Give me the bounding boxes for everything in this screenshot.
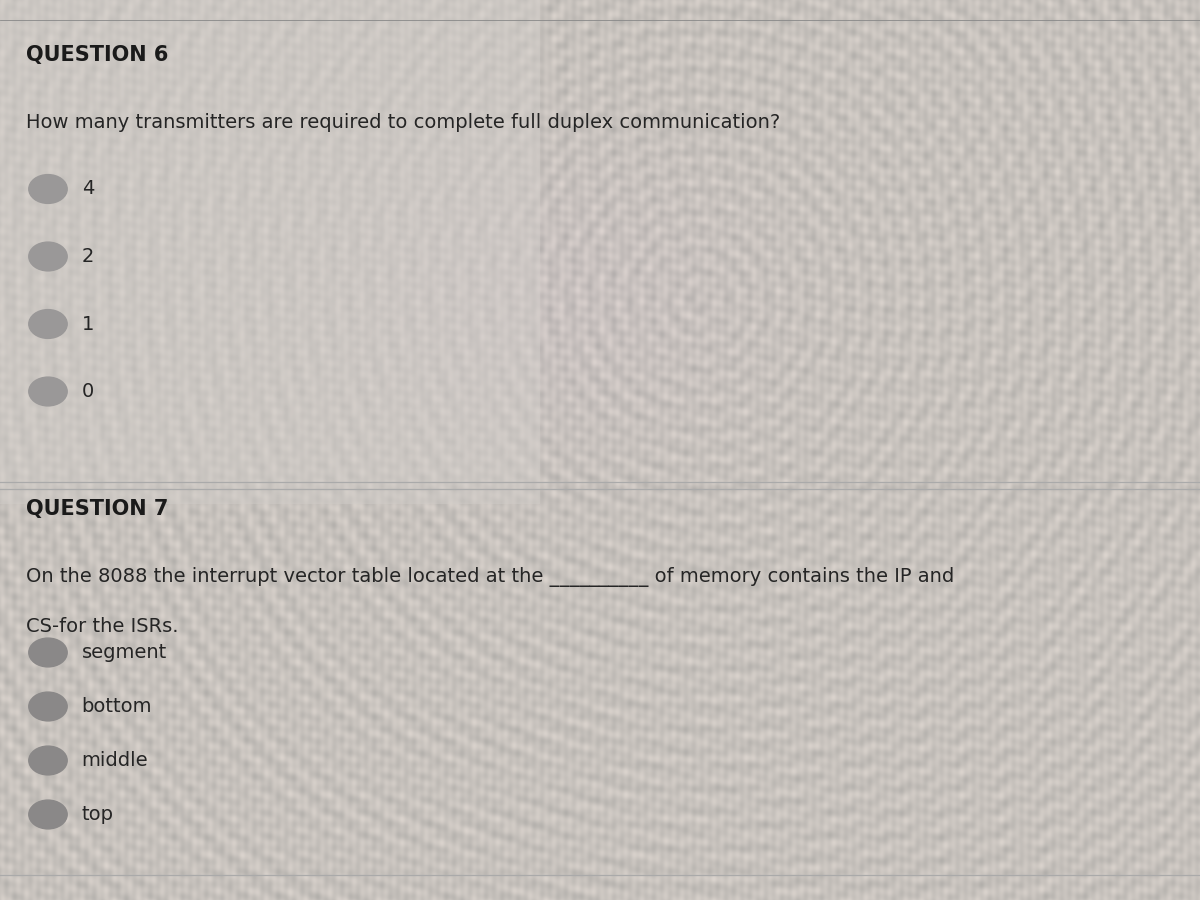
- FancyBboxPatch shape: [0, 0, 540, 504]
- Circle shape: [29, 746, 67, 775]
- Text: On the 8088 the interrupt vector table located at the __________ of memory conta: On the 8088 the interrupt vector table l…: [26, 567, 955, 587]
- Circle shape: [29, 638, 67, 667]
- Text: QUESTION 7: QUESTION 7: [26, 500, 169, 519]
- Circle shape: [29, 692, 67, 721]
- Text: QUESTION 6: QUESTION 6: [26, 45, 169, 65]
- Text: segment: segment: [82, 643, 167, 662]
- Text: How many transmitters are required to complete full duplex communication?: How many transmitters are required to co…: [26, 112, 781, 131]
- Text: CS‐for the ISRs.: CS‐for the ISRs.: [26, 616, 179, 635]
- Circle shape: [29, 175, 67, 203]
- Text: top: top: [82, 805, 114, 824]
- Text: middle: middle: [82, 751, 149, 770]
- Circle shape: [29, 377, 67, 406]
- Text: 0: 0: [82, 382, 94, 401]
- Text: bottom: bottom: [82, 697, 152, 716]
- Text: 4: 4: [82, 179, 94, 199]
- Circle shape: [29, 310, 67, 338]
- Text: 2: 2: [82, 247, 94, 266]
- Text: 1: 1: [82, 314, 94, 334]
- Circle shape: [29, 800, 67, 829]
- Circle shape: [29, 242, 67, 271]
